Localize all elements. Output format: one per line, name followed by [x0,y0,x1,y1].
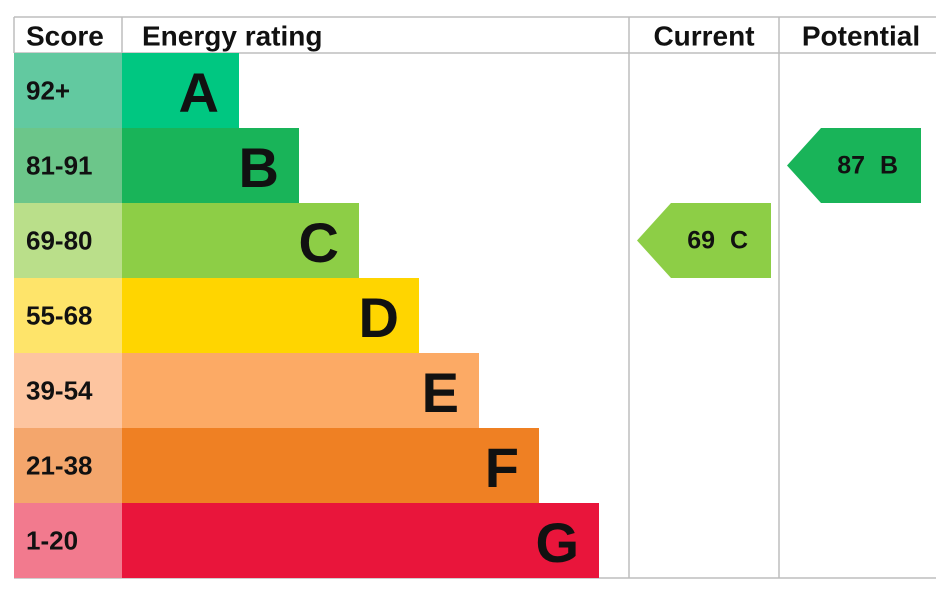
score-cell [14,53,122,128]
rating-letter: F [485,436,519,499]
rating-bar [122,203,359,278]
header: Score [26,21,104,52]
rating-bar [122,53,239,128]
score-cell [14,503,122,578]
rating-letter: A [179,61,219,124]
current-arrow [637,203,771,278]
rating-letter: B [239,136,279,199]
score-cell [14,128,122,203]
score-label: 21-38 [26,451,93,481]
header: Current [653,21,754,52]
potential-score: 87 [837,152,865,180]
score-label: 69-80 [26,226,93,256]
rating-letter: G [535,511,579,574]
score-label: 39-54 [26,376,93,406]
score-label: 1-20 [26,526,78,556]
current-rating: C [730,227,748,255]
potential-arrow [787,128,921,203]
score-cell [14,353,122,428]
header: Potential [802,21,920,52]
rating-bar [122,278,419,353]
score-label: 81-91 [26,151,93,181]
rating-bar [122,503,599,578]
potential-rating: B [880,152,898,180]
rating-letter: C [299,211,339,274]
current-score: 69 [687,227,715,255]
score-cell [14,203,122,278]
score-cell [14,428,122,503]
rating-bar [122,428,539,503]
score-label: 55-68 [26,301,93,331]
rating-letter: E [422,361,459,424]
header: Energy rating [142,21,322,52]
rating-bar [122,128,299,203]
rating-bar [122,353,479,428]
rating-letter: D [359,286,399,349]
score-label: 92+ [26,76,70,106]
score-cell [14,278,122,353]
